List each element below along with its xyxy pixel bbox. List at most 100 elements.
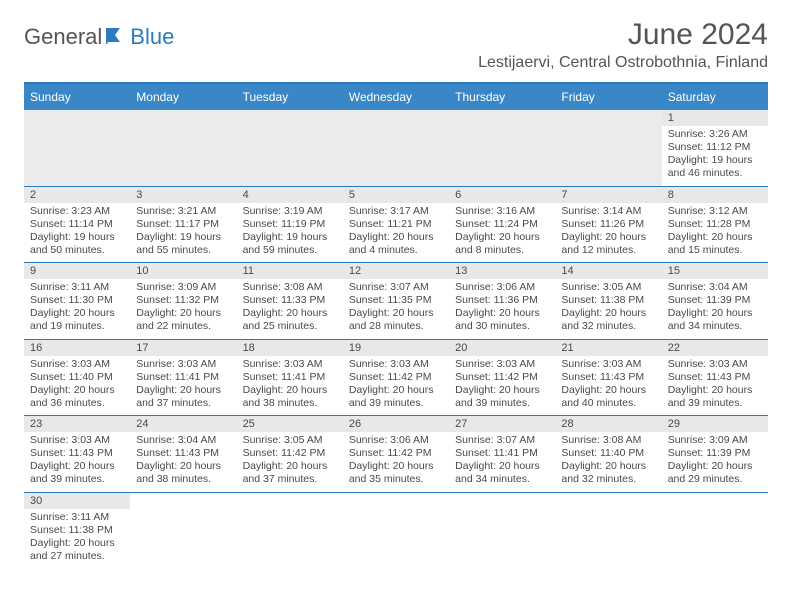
daylight-text: Daylight: 19 hours bbox=[136, 231, 230, 244]
day-cell: 25Sunrise: 3:05 AMSunset: 11:42 PMDaylig… bbox=[237, 416, 343, 492]
day-cell: 5Sunrise: 3:17 AMSunset: 11:21 PMDayligh… bbox=[343, 187, 449, 263]
day-cell: 8Sunrise: 3:12 AMSunset: 11:28 PMDayligh… bbox=[662, 187, 768, 263]
daylight-text: Daylight: 20 hours bbox=[243, 307, 337, 320]
sunrise-text: Sunrise: 3:11 AM bbox=[30, 511, 124, 524]
daylight-text: and 38 minutes. bbox=[136, 473, 230, 486]
sunrise-text: Sunrise: 3:08 AM bbox=[243, 281, 337, 294]
day-number: 16 bbox=[24, 340, 130, 356]
sunset-text: Sunset: 11:43 PM bbox=[561, 371, 655, 384]
sunset-text: Sunset: 11:21 PM bbox=[349, 218, 443, 231]
daylight-text: and 35 minutes. bbox=[349, 473, 443, 486]
sunset-text: Sunset: 11:26 PM bbox=[561, 218, 655, 231]
day-header-row: Sunday Monday Tuesday Wednesday Thursday… bbox=[24, 84, 768, 110]
day-header: Wednesday bbox=[343, 84, 449, 110]
daylight-text: and 39 minutes. bbox=[30, 473, 124, 486]
day-number: 1 bbox=[662, 110, 768, 126]
day-cell: 13Sunrise: 3:06 AMSunset: 11:36 PMDaylig… bbox=[449, 263, 555, 339]
daylight-text: Daylight: 20 hours bbox=[349, 307, 443, 320]
sunset-text: Sunset: 11:14 PM bbox=[30, 218, 124, 231]
sunrise-text: Sunrise: 3:03 AM bbox=[561, 358, 655, 371]
sunrise-text: Sunrise: 3:05 AM bbox=[243, 434, 337, 447]
daylight-text: and 34 minutes. bbox=[668, 320, 762, 333]
daylight-text: Daylight: 20 hours bbox=[455, 460, 549, 473]
sunset-text: Sunset: 11:42 PM bbox=[243, 447, 337, 460]
daylight-text: Daylight: 20 hours bbox=[30, 537, 124, 550]
daylight-text: Daylight: 20 hours bbox=[349, 384, 443, 397]
sunrise-text: Sunrise: 3:04 AM bbox=[136, 434, 230, 447]
day-cell: 20Sunrise: 3:03 AMSunset: 11:42 PMDaylig… bbox=[449, 340, 555, 416]
sunrise-text: Sunrise: 3:03 AM bbox=[243, 358, 337, 371]
day-header: Sunday bbox=[24, 84, 130, 110]
daylight-text: and 15 minutes. bbox=[668, 244, 762, 257]
daylight-text: Daylight: 20 hours bbox=[30, 307, 124, 320]
day-number: 17 bbox=[130, 340, 236, 356]
daylight-text: and 59 minutes. bbox=[243, 244, 337, 257]
sunset-text: Sunset: 11:17 PM bbox=[136, 218, 230, 231]
daylight-text: Daylight: 20 hours bbox=[561, 231, 655, 244]
daylight-text: Daylight: 20 hours bbox=[243, 460, 337, 473]
day-header: Thursday bbox=[449, 84, 555, 110]
day-number: 29 bbox=[662, 416, 768, 432]
sunset-text: Sunset: 11:39 PM bbox=[668, 294, 762, 307]
daylight-text: Daylight: 20 hours bbox=[668, 460, 762, 473]
daylight-text: and 34 minutes. bbox=[455, 473, 549, 486]
day-cell: 3Sunrise: 3:21 AMSunset: 11:17 PMDayligh… bbox=[130, 187, 236, 263]
daylight-text: Daylight: 20 hours bbox=[668, 307, 762, 320]
sunset-text: Sunset: 11:19 PM bbox=[243, 218, 337, 231]
daylight-text: and 32 minutes. bbox=[561, 473, 655, 486]
daylight-text: and 40 minutes. bbox=[561, 397, 655, 410]
sunrise-text: Sunrise: 3:09 AM bbox=[668, 434, 762, 447]
daylight-text: Daylight: 20 hours bbox=[668, 384, 762, 397]
day-number: 18 bbox=[237, 340, 343, 356]
sunrise-text: Sunrise: 3:21 AM bbox=[136, 205, 230, 218]
sunset-text: Sunset: 11:42 PM bbox=[349, 447, 443, 460]
daylight-text: Daylight: 20 hours bbox=[349, 231, 443, 244]
daylight-text: Daylight: 19 hours bbox=[243, 231, 337, 244]
day-cell: 15Sunrise: 3:04 AMSunset: 11:39 PMDaylig… bbox=[662, 263, 768, 339]
daylight-text: and 32 minutes. bbox=[561, 320, 655, 333]
sunrise-text: Sunrise: 3:06 AM bbox=[455, 281, 549, 294]
sunset-text: Sunset: 11:38 PM bbox=[561, 294, 655, 307]
sunrise-text: Sunrise: 3:03 AM bbox=[30, 358, 124, 371]
daylight-text: Daylight: 20 hours bbox=[136, 307, 230, 320]
day-number: 22 bbox=[662, 340, 768, 356]
day-number: 19 bbox=[343, 340, 449, 356]
brand-part1: General bbox=[24, 24, 102, 50]
empty-cell bbox=[130, 493, 236, 569]
sunset-text: Sunset: 11:43 PM bbox=[136, 447, 230, 460]
day-number: 24 bbox=[130, 416, 236, 432]
flag-icon bbox=[106, 26, 128, 49]
daylight-text: and 29 minutes. bbox=[668, 473, 762, 486]
day-number: 8 bbox=[662, 187, 768, 203]
day-number: 5 bbox=[343, 187, 449, 203]
daylight-text: and 55 minutes. bbox=[136, 244, 230, 257]
sunrise-text: Sunrise: 3:19 AM bbox=[243, 205, 337, 218]
day-cell: 10Sunrise: 3:09 AMSunset: 11:32 PMDaylig… bbox=[130, 263, 236, 339]
day-cell: 22Sunrise: 3:03 AMSunset: 11:43 PMDaylig… bbox=[662, 340, 768, 416]
day-number: 4 bbox=[237, 187, 343, 203]
empty-cell bbox=[343, 493, 449, 569]
calendar: Sunday Monday Tuesday Wednesday Thursday… bbox=[24, 82, 768, 568]
day-number: 23 bbox=[24, 416, 130, 432]
sunset-text: Sunset: 11:38 PM bbox=[30, 524, 124, 537]
sunset-text: Sunset: 11:33 PM bbox=[243, 294, 337, 307]
day-cell: 9Sunrise: 3:11 AMSunset: 11:30 PMDayligh… bbox=[24, 263, 130, 339]
day-cell: 6Sunrise: 3:16 AMSunset: 11:24 PMDayligh… bbox=[449, 187, 555, 263]
daylight-text: and 36 minutes. bbox=[30, 397, 124, 410]
sunset-text: Sunset: 11:39 PM bbox=[668, 447, 762, 460]
daylight-text: and 12 minutes. bbox=[561, 244, 655, 257]
sunset-text: Sunset: 11:42 PM bbox=[349, 371, 443, 384]
daylight-text: and 38 minutes. bbox=[243, 397, 337, 410]
daylight-text: and 28 minutes. bbox=[349, 320, 443, 333]
empty-cell bbox=[662, 493, 768, 569]
day-number: 30 bbox=[24, 493, 130, 509]
day-header: Saturday bbox=[662, 84, 768, 110]
day-cell: 11Sunrise: 3:08 AMSunset: 11:33 PMDaylig… bbox=[237, 263, 343, 339]
location: Lestijaervi, Central Ostrobothnia, Finla… bbox=[478, 54, 768, 72]
day-cell: 26Sunrise: 3:06 AMSunset: 11:42 PMDaylig… bbox=[343, 416, 449, 492]
daylight-text: and 39 minutes. bbox=[349, 397, 443, 410]
daylight-text: and 25 minutes. bbox=[243, 320, 337, 333]
day-cell: 18Sunrise: 3:03 AMSunset: 11:41 PMDaylig… bbox=[237, 340, 343, 416]
sunrise-text: Sunrise: 3:23 AM bbox=[30, 205, 124, 218]
calendar-week: 9Sunrise: 3:11 AMSunset: 11:30 PMDayligh… bbox=[24, 263, 768, 340]
